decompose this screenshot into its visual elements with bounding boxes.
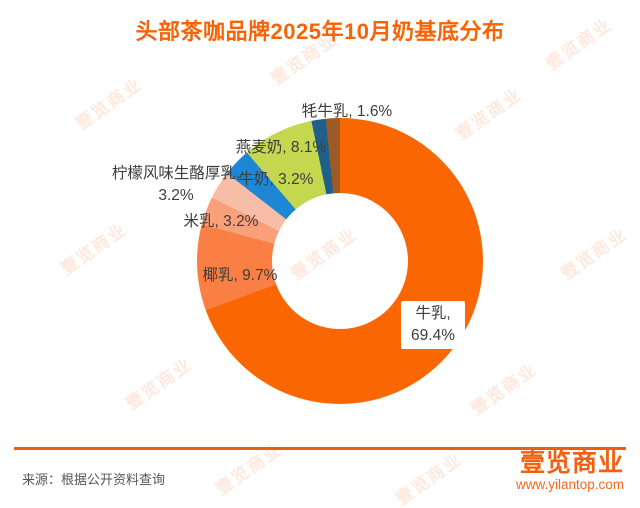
label-coconut-milk: 椰乳, 9.7% bbox=[203, 265, 278, 287]
label-lemon-cheese-milk-line1: 柠檬风味生酪厚乳, bbox=[111, 165, 241, 182]
label-lemon-cheese-milk-line2: 3.2% bbox=[158, 187, 194, 204]
label-cow-milk-main: 牛乳, 69.4% bbox=[401, 301, 465, 349]
watermark-text: 壹览商业 bbox=[452, 84, 526, 144]
watermark-text: 壹览商业 bbox=[57, 219, 131, 279]
label-yak-milk-text: 牦牛乳, 1.6% bbox=[301, 103, 393, 120]
donut-hole bbox=[272, 193, 408, 329]
label-milk: 牛奶, 3.2% bbox=[239, 169, 314, 191]
watermark-text: 壹览商业 bbox=[557, 224, 631, 284]
watermark-text: 壹览商业 bbox=[392, 449, 466, 508]
label-cow-milk-line1: 牛乳, bbox=[415, 305, 451, 322]
yilan-logo-url: www.yilantop.com bbox=[515, 476, 624, 492]
watermark-text: 壹览商业 bbox=[72, 74, 146, 134]
label-cow-milk-line2: 69.4% bbox=[411, 327, 455, 344]
label-lemon-cheese-milk: 柠檬风味生酪厚乳, 3.2% bbox=[112, 163, 240, 207]
chart-title: 头部茶咖品牌2025年10月奶基底分布 bbox=[135, 19, 505, 44]
label-oat-milk: 燕麦奶, 8.1% bbox=[236, 137, 326, 159]
donut-chart bbox=[197, 118, 483, 404]
label-coconut-milk-text: 椰乳, 9.7% bbox=[202, 267, 278, 284]
source-note: 来源：根据公开资料查询 bbox=[22, 472, 166, 487]
label-rice-milk-text: 米乳, 3.2% bbox=[183, 213, 259, 230]
label-rice-milk: 米乳, 3.2% bbox=[184, 211, 259, 233]
watermark-text: 壹览商业 bbox=[467, 359, 541, 419]
yilan-logo-name: 壹览商业 bbox=[519, 449, 624, 477]
label-yak-milk: 牦牛乳, 1.6% bbox=[302, 101, 392, 123]
watermark-text: 壹览商业 bbox=[122, 354, 196, 414]
label-milk-text: 牛奶, 3.2% bbox=[238, 171, 314, 188]
footer-divider bbox=[14, 447, 626, 450]
watermark-text: 壹览商业 bbox=[212, 439, 286, 499]
yilan-logo: 壹览商业 www.yilantop.com bbox=[516, 449, 624, 493]
label-oat-milk-text: 燕麦奶, 8.1% bbox=[235, 139, 327, 156]
